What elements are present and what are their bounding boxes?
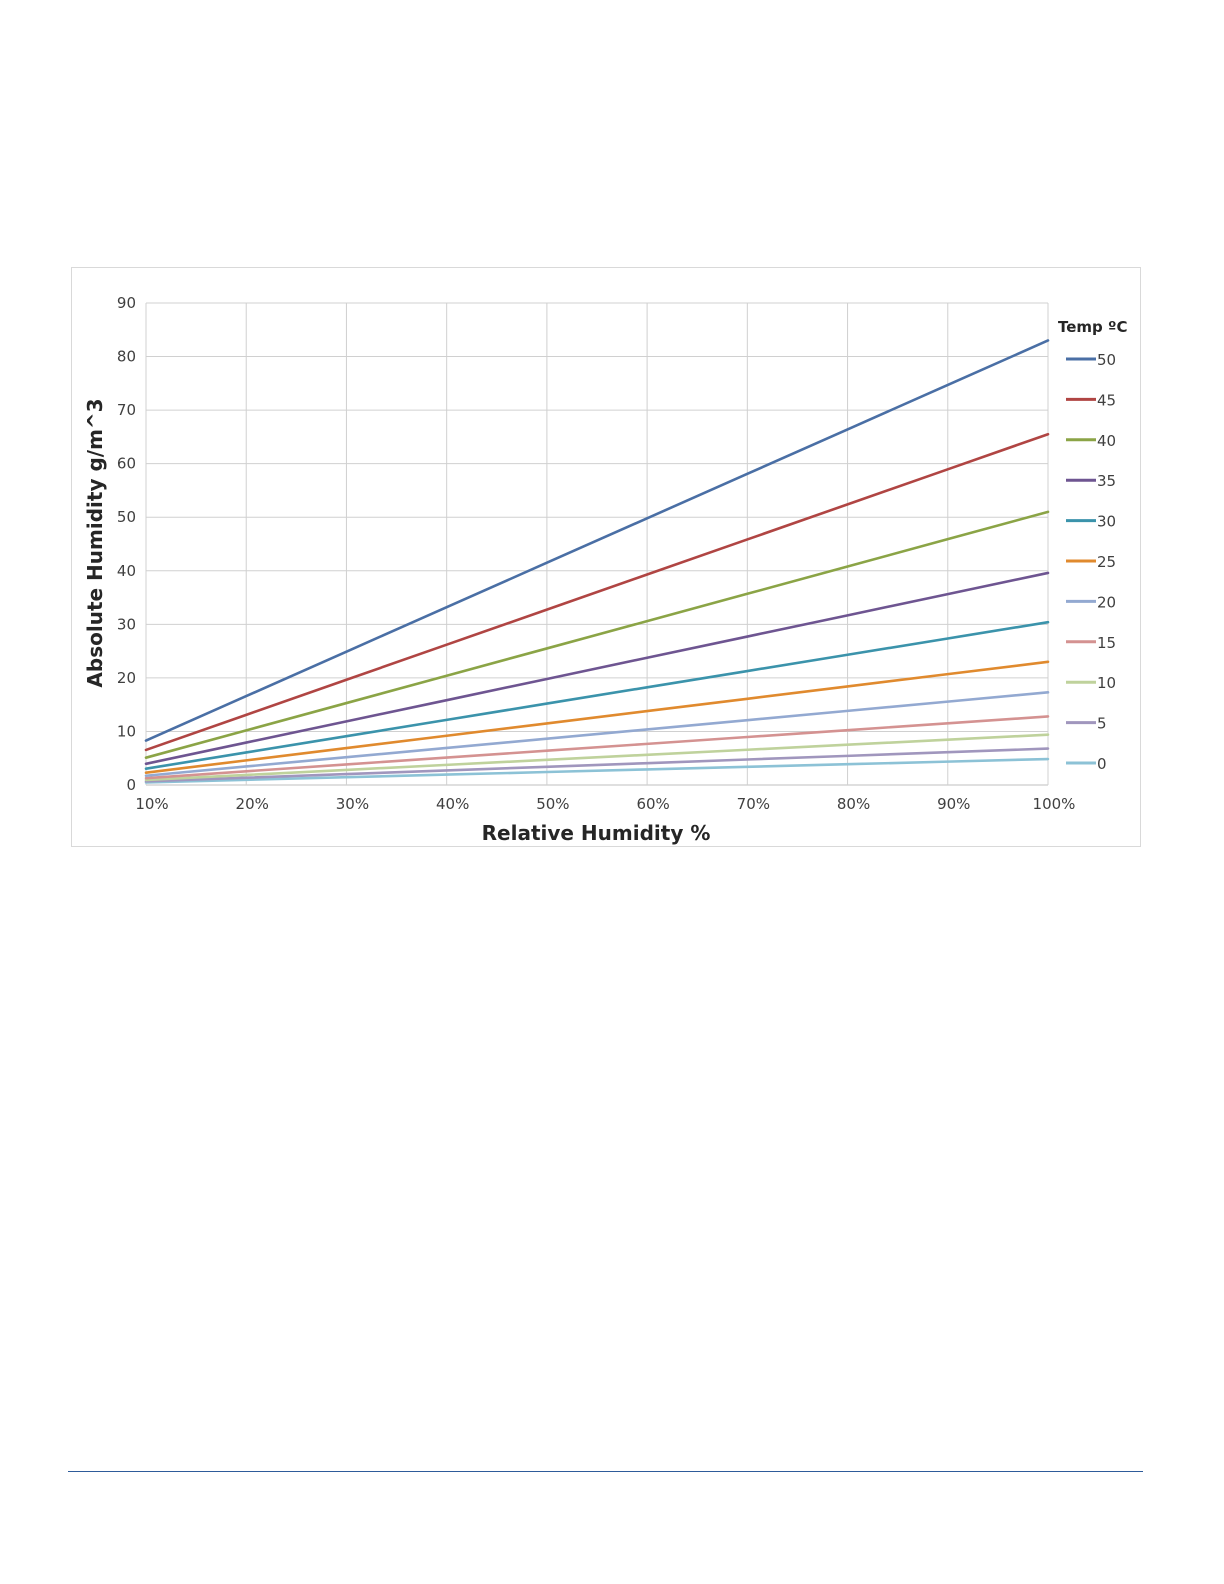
series-line-20 [144, 691, 1050, 778]
x-tick-label: 40% [436, 795, 469, 813]
y-tick-label: 0 [126, 776, 136, 794]
x-axis-ticks: 10% 20% 30% 40% 50% 60% 70% 80% 90% 100% [135, 795, 1075, 813]
series-line-35 [144, 571, 1050, 766]
chart-area: 0 10 20 30 40 50 60 70 80 90 10% 20% 30% 40% 50% 60% 70… [71, 267, 1141, 847]
x-tick-label: 90% [937, 795, 970, 813]
legend-label-30: 30 [1097, 513, 1116, 531]
legend-label-10: 10 [1097, 674, 1116, 692]
x-tick-label: 70% [737, 795, 770, 813]
legend-label-5: 5 [1097, 715, 1107, 733]
series-line-25 [144, 660, 1050, 774]
gridlines [145, 302, 1049, 786]
y-tick-label: 70 [117, 401, 136, 419]
series-line-15 [144, 715, 1050, 780]
series-line-5 [144, 747, 1050, 783]
legend-label-25: 25 [1097, 553, 1116, 571]
y-axis-title: Absolute Humidity g/m^3 [83, 398, 107, 687]
y-tick-label: 40 [117, 562, 136, 580]
x-tick-label: 10% [135, 795, 168, 813]
legend-label-45: 45 [1097, 391, 1116, 409]
y-tick-label: 10 [117, 722, 136, 740]
series-line-30 [144, 620, 1050, 771]
series-line-50 [144, 339, 1050, 742]
y-tick-label: 30 [117, 615, 136, 633]
legend-label-50: 50 [1097, 351, 1116, 369]
legend-label-40: 40 [1097, 432, 1116, 450]
x-axis-title: Relative Humidity % [482, 821, 711, 845]
footer-divider [68, 1471, 1143, 1472]
x-tick-label: 60% [636, 795, 669, 813]
legend-label-0: 0 [1097, 755, 1107, 773]
legend-label-20: 20 [1097, 593, 1116, 611]
y-tick-label: 90 [117, 294, 136, 312]
y-tick-label: 80 [117, 348, 136, 366]
series-line-0 [144, 757, 1050, 784]
series-line-40 [144, 510, 1050, 759]
x-tick-label: 100% [1033, 795, 1076, 813]
y-tick-label: 60 [117, 455, 136, 473]
legend-label-35: 35 [1097, 472, 1116, 490]
series-line-45 [144, 432, 1050, 752]
x-tick-label: 80% [837, 795, 870, 813]
x-tick-label: 50% [536, 795, 569, 813]
legend-title: Temp ºC [1058, 318, 1127, 336]
y-tick-label: 50 [117, 508, 136, 526]
legend-label-15: 15 [1097, 634, 1116, 652]
series-lines [144, 339, 1050, 784]
y-axis-ticks: 0 10 20 30 40 50 60 70 80 90 [117, 294, 136, 794]
x-tick-label: 20% [236, 795, 269, 813]
series-line-10 [144, 733, 1050, 782]
x-tick-label: 30% [336, 795, 369, 813]
y-tick-label: 20 [117, 669, 136, 687]
